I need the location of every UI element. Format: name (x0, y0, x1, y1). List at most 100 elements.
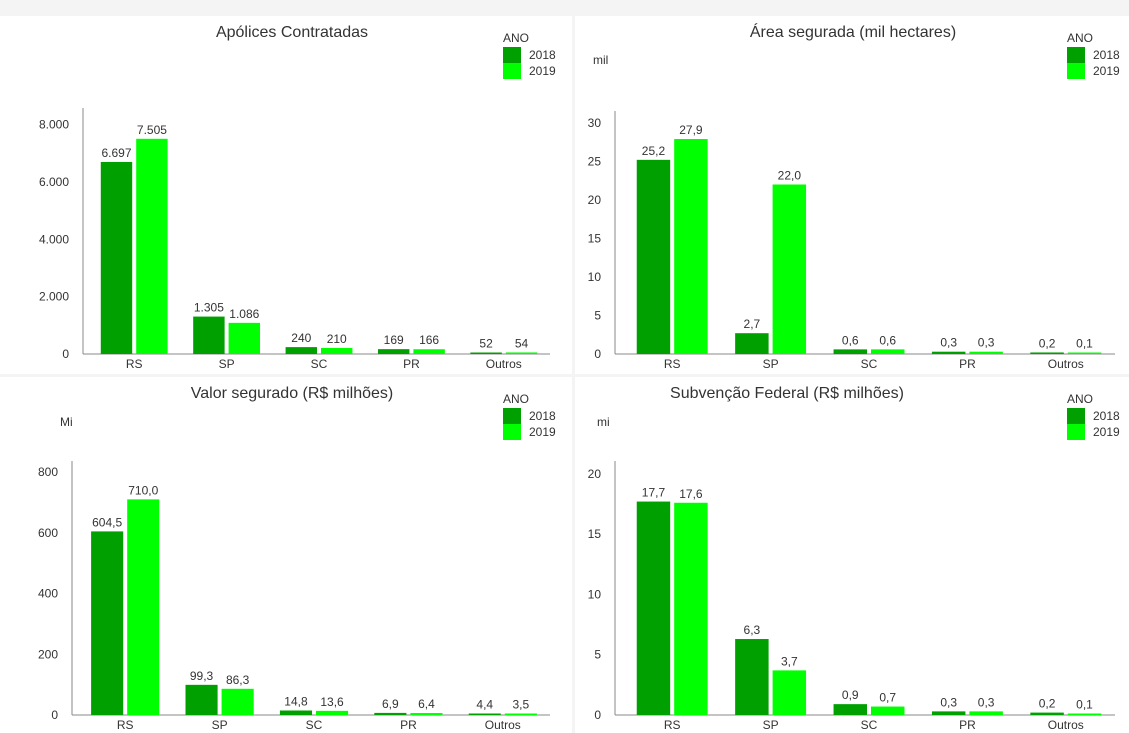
data-label: 0,6 (879, 333, 896, 347)
bar-Outros-2018[interactable] (468, 713, 501, 716)
bar-PR-2019[interactable] (969, 711, 1003, 715)
bar-SC-2018[interactable] (833, 349, 867, 354)
x-category-label: RS (664, 357, 681, 371)
bar-RS-2018[interactable] (100, 161, 133, 354)
bar-SP-2019[interactable] (772, 670, 807, 715)
chart-title: Área segurada (mil hectares) (749, 24, 957, 41)
bar-SP-2019[interactable] (221, 688, 254, 715)
x-category-label: PR (400, 718, 417, 732)
legend-label: 2018 (529, 48, 556, 62)
data-label: 3,7 (781, 654, 798, 668)
unit-label: mil (593, 53, 609, 67)
bar-RS-2018[interactable] (636, 159, 671, 354)
bar-SC-2019[interactable] (871, 349, 905, 354)
y-tick-label: 5 (594, 308, 601, 322)
bar-RS-2019[interactable] (136, 138, 168, 354)
bar-SP-2018[interactable] (735, 333, 769, 354)
data-label: 710,0 (128, 483, 158, 497)
bar-SC-2018[interactable] (285, 347, 317, 354)
bar-SC-2018[interactable] (279, 710, 312, 715)
legend-item-2019[interactable]: 2019 (1067, 424, 1120, 440)
legend-swatch (1067, 47, 1085, 63)
legend-item-2019[interactable]: 2019 (1067, 63, 1120, 79)
legend-item-2018[interactable]: 2018 (503, 408, 556, 424)
bar-RS-2019[interactable] (674, 139, 708, 354)
data-label: 27,9 (679, 123, 703, 137)
bar-SC-2019[interactable] (871, 706, 905, 715)
legend-label: 2019 (1093, 64, 1120, 78)
data-label: 0,3 (978, 695, 995, 709)
bar-SP-2019[interactable] (772, 184, 807, 354)
bar-SC-2019[interactable] (316, 710, 349, 715)
bar-Outros-2018[interactable] (1030, 712, 1064, 715)
legend-item-2019[interactable]: 2019 (503, 424, 556, 440)
data-label: 2,7 (744, 317, 761, 331)
data-label: 17,7 (642, 486, 666, 500)
legend-item-2018[interactable]: 2018 (503, 47, 556, 63)
data-label: 0,7 (879, 691, 896, 705)
x-category-label: PR (959, 357, 976, 371)
data-label: 22,0 (778, 168, 802, 182)
x-category-label: PR (403, 357, 420, 371)
legend-swatch (1067, 63, 1085, 79)
y-tick-label: 6.000 (39, 175, 69, 189)
legend-title: ANO (1067, 392, 1094, 406)
legend: ANO 2018 2019 (1067, 31, 1120, 79)
bar-Outros-2019[interactable] (504, 713, 537, 716)
data-label: 604,5 (92, 515, 122, 529)
y-tick-label: 20 (588, 193, 602, 207)
x-category-label: Outros (1048, 357, 1084, 371)
bar-RS-2018[interactable] (91, 531, 124, 715)
x-category-label: PR (959, 718, 976, 732)
bar-RS-2018[interactable] (636, 501, 671, 715)
bar-RS-2019[interactable] (127, 499, 160, 715)
bar-PR-2019[interactable] (969, 351, 1003, 354)
bar-PR-2018[interactable] (931, 711, 966, 715)
bar-Outros-2018[interactable] (470, 352, 502, 355)
bar-SP-2018[interactable] (193, 316, 225, 354)
y-tick-label: 30 (588, 116, 602, 130)
data-label: 0,2 (1039, 336, 1056, 350)
bar-Outros-2018[interactable] (1030, 352, 1064, 354)
bar-SC-2018[interactable] (833, 704, 867, 715)
data-label: 240 (291, 331, 311, 345)
y-tick-label: 4.000 (39, 232, 69, 246)
legend-item-2019[interactable]: 2019 (503, 63, 556, 79)
data-label: 17,6 (679, 487, 703, 501)
legend-swatch (503, 63, 521, 79)
legend-item-2018[interactable]: 2018 (1067, 47, 1120, 63)
bar-PR-2018[interactable] (377, 349, 410, 354)
x-category-label: RS (664, 718, 681, 732)
bar-SP-2019[interactable] (228, 322, 261, 354)
chart-title: Apólices Contratadas (215, 24, 369, 41)
x-category-label: SC (306, 718, 323, 732)
bar-chart-svg: 0 2.000 4.000 6.000 8.000 6.697 7.505 RS 1.305 1.… (39, 108, 550, 371)
bar-RS-2019[interactable] (674, 502, 708, 715)
bar-Outros-2019[interactable] (1067, 352, 1102, 355)
bar-PR-2019[interactable] (410, 713, 443, 715)
bar-SP-2018[interactable] (185, 684, 218, 715)
bar-SP-2018[interactable] (735, 639, 769, 715)
bar-PR-2018[interactable] (374, 712, 407, 715)
data-label: 0,1 (1076, 698, 1093, 712)
bar-Outros-2019[interactable] (1067, 713, 1102, 716)
bar-PR-2018[interactable] (931, 351, 966, 354)
legend-item-2018[interactable]: 2018 (1067, 408, 1120, 424)
x-category-label: SC (861, 718, 878, 732)
legend-title: ANO (503, 392, 530, 406)
legend-swatch (1067, 424, 1085, 440)
chart-panel-area: Área segurada (mil hectares) mil ANO 2018 20… (575, 16, 1129, 374)
bar-SC-2019[interactable] (321, 347, 353, 354)
x-category-label: SP (763, 357, 779, 371)
data-label: 0,3 (940, 695, 957, 709)
y-tick-label: 0 (62, 347, 69, 361)
legend: ANO 2018 2019 (1067, 392, 1120, 440)
bar-Outros-2019[interactable] (505, 352, 538, 354)
data-label: 3,5 (513, 698, 530, 712)
data-label: 0,1 (1076, 337, 1093, 351)
bar-PR-2019[interactable] (413, 349, 445, 354)
x-category-label: SP (212, 718, 228, 732)
legend-title: ANO (1067, 31, 1094, 45)
data-label: 86,3 (226, 673, 250, 687)
